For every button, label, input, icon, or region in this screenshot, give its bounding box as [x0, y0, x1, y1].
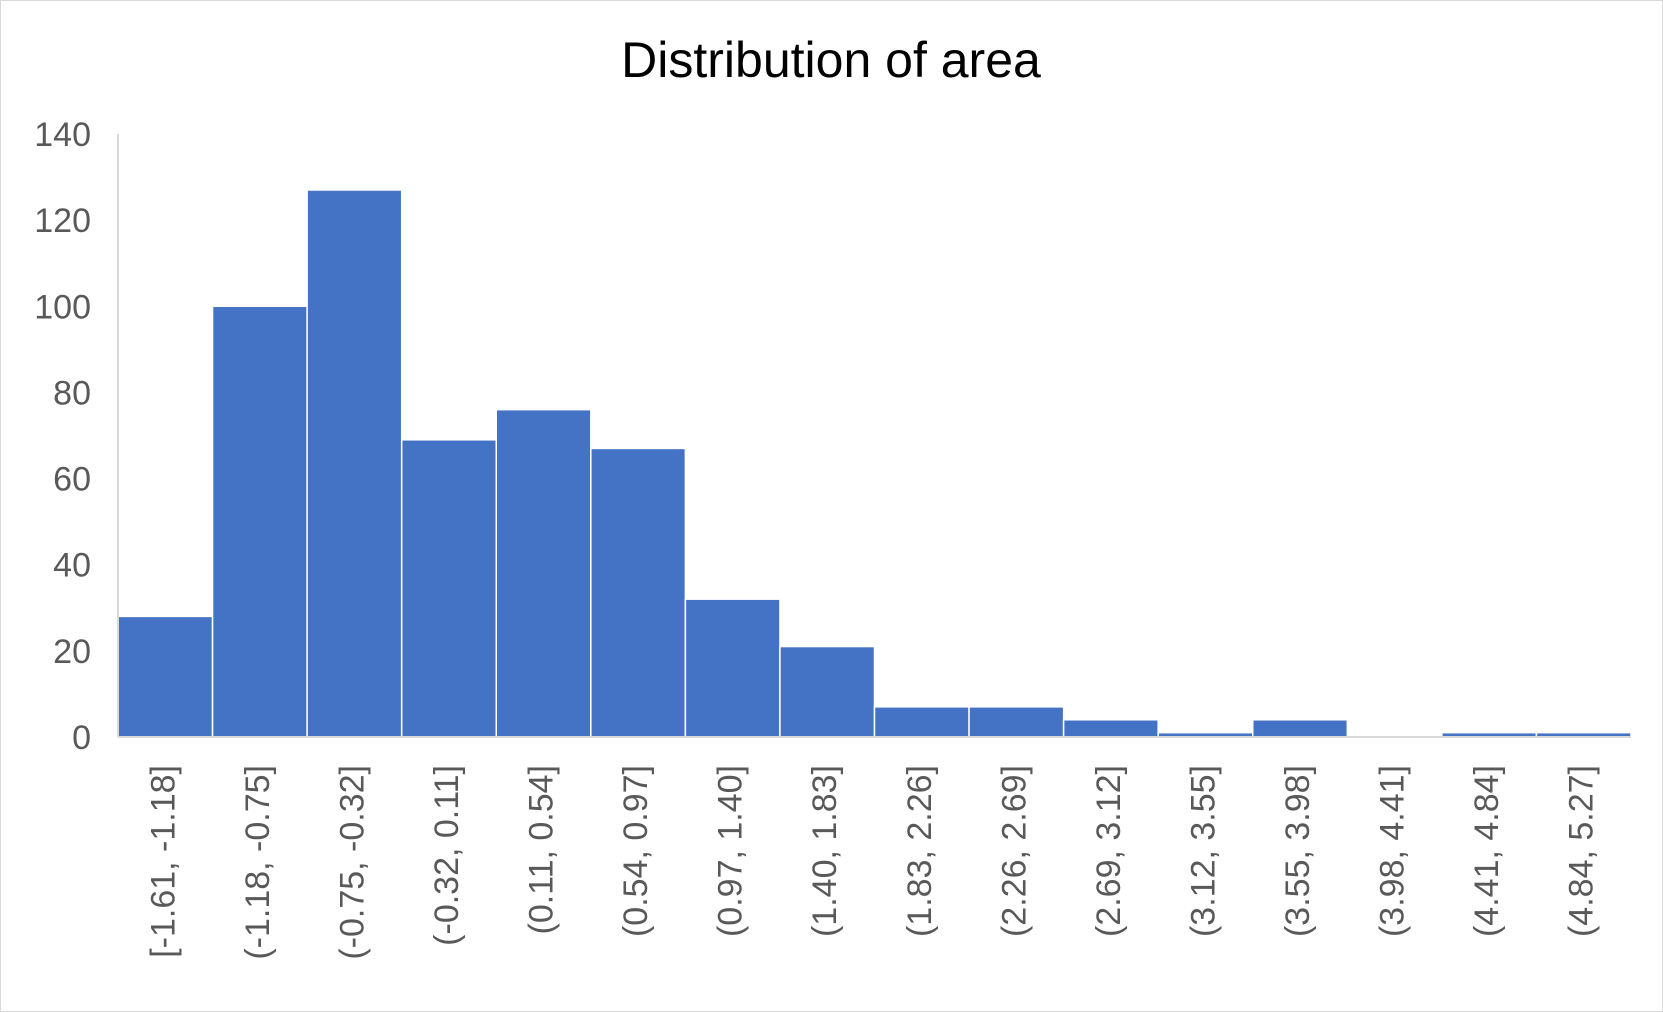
x-tick-label: (2.69, 3.12]	[1090, 765, 1128, 937]
histogram-bar	[400, 439, 497, 738]
histogram-bar	[211, 305, 308, 738]
x-axis-ticks: [-1.61, -1.18] (-1.18, -0.75] (-0.75, -0.3…	[144, 765, 1600, 960]
x-tick-label: (1.40, 1.83]	[806, 765, 844, 937]
histogram-bar	[495, 408, 592, 738]
y-tick-label: 100	[34, 288, 91, 326]
x-tick-label: [-1.61, -1.18]	[144, 765, 182, 958]
histogram-bar	[590, 447, 687, 738]
histogram-bar	[684, 598, 781, 738]
x-tick-label: (2.26, 2.69]	[995, 765, 1033, 937]
y-tick-label: 0	[72, 719, 91, 757]
histogram-bar	[779, 645, 876, 738]
y-tick-label: 140	[34, 116, 91, 154]
x-tick-label: (-0.75, -0.32]	[333, 765, 371, 960]
y-tick-label: 80	[53, 374, 91, 412]
y-tick-label: 120	[34, 202, 91, 240]
x-tick-label: (4.84, 5.27]	[1563, 765, 1601, 937]
histogram-bar	[1252, 719, 1349, 738]
x-tick-label: (3.98, 4.41]	[1374, 765, 1412, 937]
x-tick-label: (3.12, 3.55]	[1184, 765, 1222, 937]
x-tick-label: (3.55, 3.98]	[1279, 765, 1317, 937]
x-tick-label: (-1.18, -0.75]	[239, 765, 277, 960]
x-tick-label: (1.83, 2.26]	[901, 765, 939, 937]
x-tick-label: (-0.32, 0.11]	[428, 765, 466, 946]
histogram-bar	[306, 189, 403, 738]
histogram-bar	[968, 706, 1065, 738]
y-tick-label: 60	[53, 461, 91, 499]
chart-title: Distribution of area	[621, 32, 1041, 88]
x-tick-label: (0.11, 0.54]	[523, 765, 561, 935]
histogram-bar	[117, 615, 214, 738]
x-tick-label: (4.41, 4.84]	[1468, 765, 1506, 937]
histogram-bar	[873, 706, 970, 738]
y-tick-label: 20	[53, 633, 91, 671]
x-tick-label: (0.97, 1.40]	[712, 765, 750, 937]
y-tick-label: 40	[53, 547, 91, 585]
x-tick-label: (0.54, 0.97]	[617, 765, 655, 937]
bars	[117, 189, 1632, 738]
histogram-bar	[1062, 719, 1159, 738]
y-axis-ticks: 0 20 40 60 80 100 120 140	[34, 116, 91, 757]
